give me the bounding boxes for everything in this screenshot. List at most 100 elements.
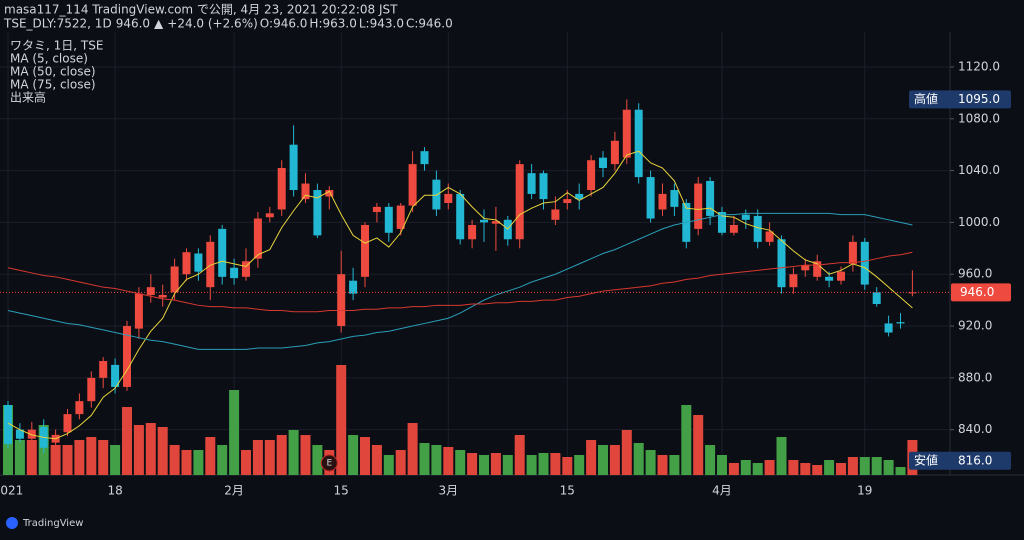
candle-body: [848, 241, 857, 264]
candle-body: [813, 261, 822, 277]
candle-body: [539, 173, 548, 200]
volume-bar: [788, 460, 799, 475]
candle-body: [801, 265, 810, 271]
candle-body: [337, 274, 346, 327]
volume-bar: [360, 437, 370, 475]
candle-body: [480, 219, 488, 223]
volume-bar: [395, 450, 406, 475]
candle-body: [599, 157, 607, 169]
volume-bar: [502, 455, 513, 475]
volume-bar: [276, 435, 287, 475]
volume-bar: [62, 445, 73, 475]
candle-body: [75, 401, 84, 415]
volume-bar: [859, 457, 870, 475]
candle-body: [634, 109, 643, 178]
header-text: 946.0: [418, 17, 452, 31]
earnings-label: E: [326, 459, 332, 469]
candle-body: [230, 267, 239, 279]
volume-bar: [336, 365, 347, 475]
volume-bar: [217, 445, 228, 475]
volume-bar: [86, 437, 97, 475]
volume-bar: [705, 445, 716, 475]
candle-body: [361, 225, 369, 277]
x-tick-label: 18: [107, 484, 122, 498]
header-text: ▲: [154, 17, 164, 31]
candle-body: [408, 164, 417, 206]
volume-bar: [50, 445, 61, 475]
candle-body: [99, 361, 108, 378]
x-tick-label: 15: [560, 484, 575, 498]
volume-bar: [133, 425, 144, 475]
y-tick-label: 1040.0: [958, 163, 1000, 177]
candle-body: [182, 252, 191, 275]
ma-line: [7, 150, 913, 440]
volume-bar: [443, 447, 454, 475]
volume-bar: [824, 460, 835, 475]
candle-body: [860, 241, 869, 285]
volume-bar: [288, 430, 299, 475]
volume-bar: [598, 445, 608, 475]
volume-bar: [14, 440, 25, 475]
volume-bar: [847, 457, 858, 475]
price-marker-value: 816.0: [958, 453, 992, 467]
candle-body: [896, 322, 905, 324]
volume-bar: [193, 450, 204, 475]
candle-body: [741, 214, 750, 220]
volume-bar: [836, 463, 846, 475]
volume-bar: [419, 443, 430, 475]
candle-body: [503, 219, 512, 240]
brand: TradingView: [6, 517, 83, 529]
brand-icon: [6, 517, 18, 529]
x-tick-label: 2月: [224, 484, 244, 498]
candle-body: [289, 144, 298, 191]
volume-bar: [110, 445, 121, 475]
ma-line: [7, 251, 913, 313]
price-marker-label: 安値: [914, 452, 938, 467]
candle-body: [729, 225, 738, 233]
volume-bar: [574, 455, 585, 475]
volume-bar: [645, 450, 656, 475]
last-price-label: 946.0: [960, 285, 994, 299]
volume-bar: [348, 435, 359, 475]
volume-bar: [300, 435, 311, 475]
candle-body: [265, 213, 274, 218]
volume-bar: [812, 465, 823, 475]
volume-bar: [681, 405, 692, 475]
candle-body: [158, 294, 167, 298]
volume-bar: [431, 445, 442, 475]
candle-body: [111, 364, 120, 387]
volume-bar: [479, 455, 489, 475]
candle-body: [884, 323, 893, 333]
candle-body: [718, 212, 726, 233]
volume-bar: [205, 437, 216, 475]
volume-bar: [98, 440, 109, 475]
volume-bar: [157, 427, 168, 475]
candle-body: [575, 193, 584, 200]
header-text: H:: [309, 17, 322, 31]
candle-body: [432, 179, 441, 210]
candle-body: [313, 190, 322, 236]
candle-body: [146, 287, 155, 295]
price-marker-label: 高値: [914, 91, 938, 106]
volume-bar: [514, 435, 525, 475]
price-marker-value: 1095.0: [958, 92, 1000, 106]
volume-bar: [169, 445, 180, 475]
volume-bar: [252, 440, 263, 475]
volume-bar: [717, 455, 727, 475]
volume-bar: [407, 423, 418, 475]
header-text: 946.0: [116, 17, 150, 31]
volume-bar: [562, 457, 573, 475]
y-tick-label: 960.0: [958, 267, 992, 281]
volume-bar: [490, 453, 501, 475]
volume-bar: [669, 455, 680, 475]
candle-body: [277, 168, 286, 210]
y-tick-label: 880.0: [958, 370, 992, 384]
candle-body: [694, 183, 703, 229]
volume-bar: [752, 463, 763, 475]
candle-body: [134, 293, 143, 329]
legend-entry: MA (50, close): [10, 65, 96, 79]
candle-body: [837, 271, 845, 281]
header-text: 943.0: [370, 17, 404, 31]
volume-bar: [728, 463, 739, 475]
candle-body: [825, 276, 834, 281]
